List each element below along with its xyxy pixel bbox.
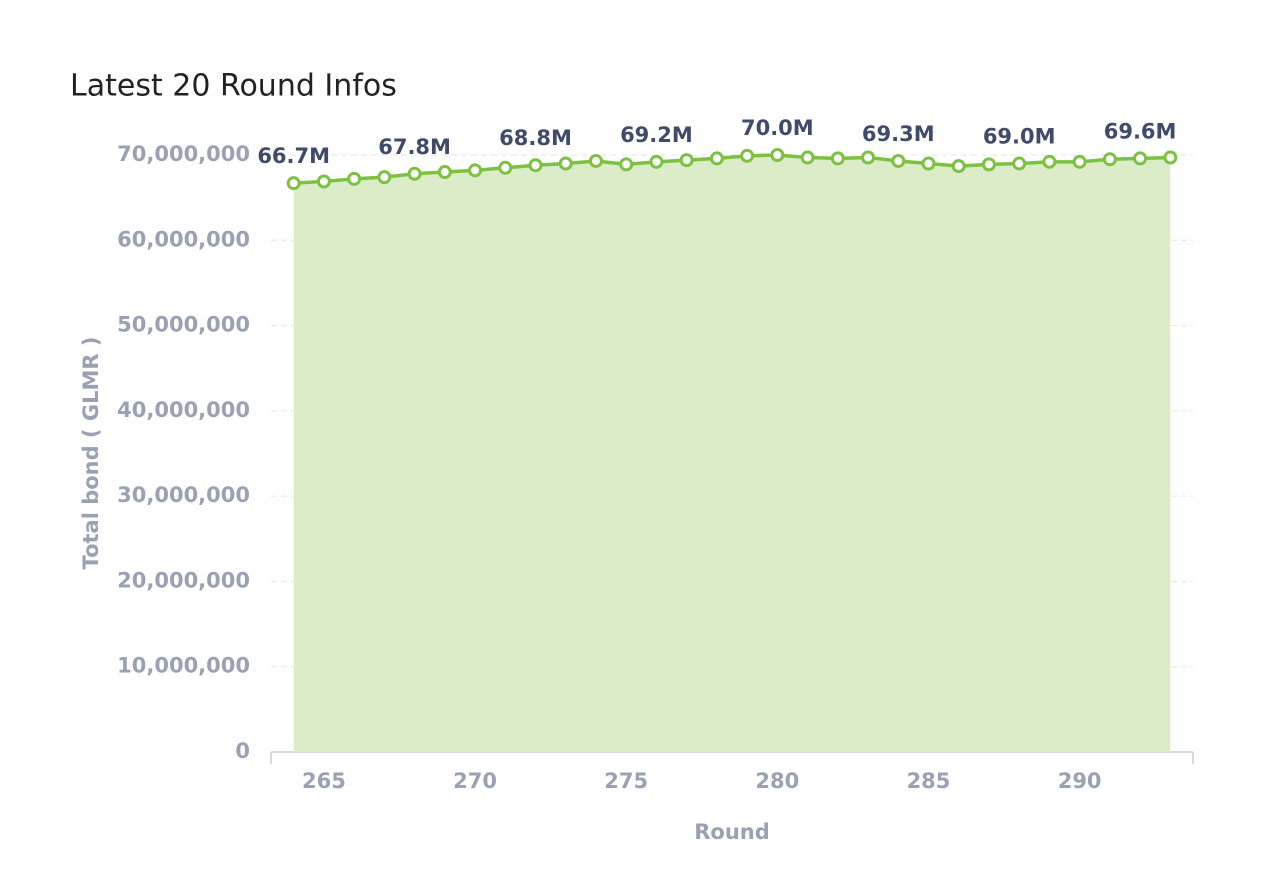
point — [1072, 154, 1087, 169]
point — [770, 148, 785, 162]
point — [377, 170, 392, 185]
value-label: 66.7M — [257, 144, 330, 168]
point — [951, 159, 966, 174]
y-tick-label: 0 — [235, 739, 250, 763]
y-tick-label: 50,000,000 — [117, 313, 250, 337]
point — [649, 154, 664, 169]
x-tick-label: 275 — [604, 769, 648, 793]
x-tick-label: 290 — [1058, 769, 1102, 793]
y-tick-label: 20,000,000 — [117, 568, 250, 592]
value-label: 67.8M — [378, 135, 451, 159]
x-tick-label: 280 — [755, 769, 799, 793]
x-axis-label: Round — [694, 820, 770, 844]
point — [286, 176, 301, 191]
y-tick-label: 10,000,000 — [117, 654, 250, 678]
y-axis-label: Total bond ( GLMR ) — [79, 337, 103, 570]
x-tick-label: 270 — [453, 769, 497, 793]
x-tick-label: 265 — [302, 769, 346, 793]
value-label: 68.8M — [499, 126, 572, 150]
point — [528, 158, 543, 173]
point — [800, 150, 815, 165]
point — [679, 153, 694, 168]
value-label: 69.6M — [1104, 119, 1177, 143]
point — [891, 153, 906, 168]
point — [709, 151, 724, 166]
point — [861, 150, 876, 165]
point — [588, 153, 603, 168]
y-tick-label: 70,000,000 — [117, 142, 250, 166]
point — [1163, 150, 1178, 165]
point — [1042, 154, 1057, 169]
point — [437, 165, 452, 180]
point — [468, 163, 483, 178]
point — [1133, 151, 1148, 166]
point — [1012, 156, 1027, 171]
point — [619, 157, 634, 172]
value-label: 69.2M — [620, 123, 693, 147]
y-tick-label: 60,000,000 — [117, 227, 250, 251]
point — [407, 166, 422, 181]
point — [347, 171, 362, 186]
y-tick-label: 40,000,000 — [117, 398, 250, 422]
point — [740, 148, 755, 163]
chart-title: Latest 20 Round Infos — [70, 69, 397, 104]
point — [830, 151, 845, 166]
point — [558, 156, 573, 171]
value-label: 70.0M — [741, 116, 814, 140]
point — [921, 156, 936, 171]
point — [1102, 152, 1117, 167]
y-tick-label: 30,000,000 — [117, 483, 250, 507]
point — [498, 160, 513, 175]
point — [981, 157, 996, 172]
point — [316, 174, 331, 189]
area — [293, 155, 1171, 752]
x-tick-label: 285 — [907, 769, 951, 793]
value-label: 69.0M — [983, 125, 1056, 149]
value-label: 69.3M — [862, 122, 935, 146]
